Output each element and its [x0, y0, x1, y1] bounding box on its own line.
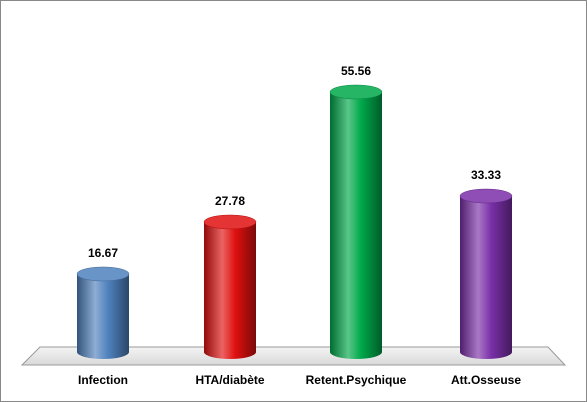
bar-top [203, 214, 257, 230]
floor [20, 346, 567, 366]
value-label: 33.33 [471, 168, 501, 182]
value-label: 27.78 [215, 194, 245, 208]
x-tick-label: Att.Osseuse [451, 373, 521, 387]
value-label: 55.56 [341, 64, 371, 78]
x-tick-label: HTA/diabète [195, 373, 264, 387]
bar-top [329, 84, 383, 100]
bar [204, 222, 256, 352]
bar [77, 273, 129, 352]
bar [460, 196, 512, 352]
bar [330, 92, 382, 352]
bar-top [76, 266, 130, 282]
value-label: 16.67 [88, 246, 118, 260]
bar-top [459, 188, 513, 204]
x-tick-label: Infection [78, 373, 128, 387]
x-tick-label: Retent.Psychique [306, 373, 407, 387]
